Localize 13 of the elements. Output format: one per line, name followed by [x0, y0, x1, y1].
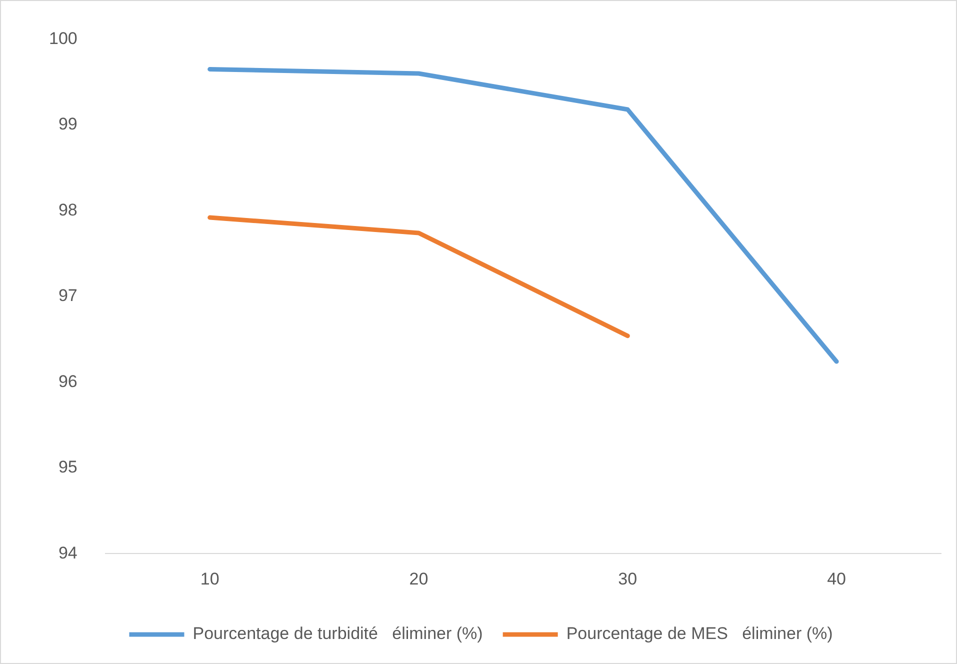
legend-label: Pourcentage de MES éliminer (%): [566, 624, 833, 644]
legend-label: Pourcentage de turbidité éliminer (%): [192, 624, 483, 644]
x-tick-label: 20: [409, 569, 428, 588]
y-tick-label: 97: [58, 286, 78, 306]
y-tick-label: 94: [58, 543, 78, 562]
y-tick-label: 96: [58, 372, 78, 391]
x-tick-label: 30: [618, 569, 638, 588]
y-tick-label: 98: [58, 200, 78, 220]
x-tick-label: 40: [827, 569, 846, 588]
y-tick-label: 99: [58, 114, 78, 134]
y-tick-label: 95: [58, 458, 78, 477]
y-tick-label: 100: [48, 28, 78, 48]
x-tick-label: 10: [200, 569, 220, 588]
